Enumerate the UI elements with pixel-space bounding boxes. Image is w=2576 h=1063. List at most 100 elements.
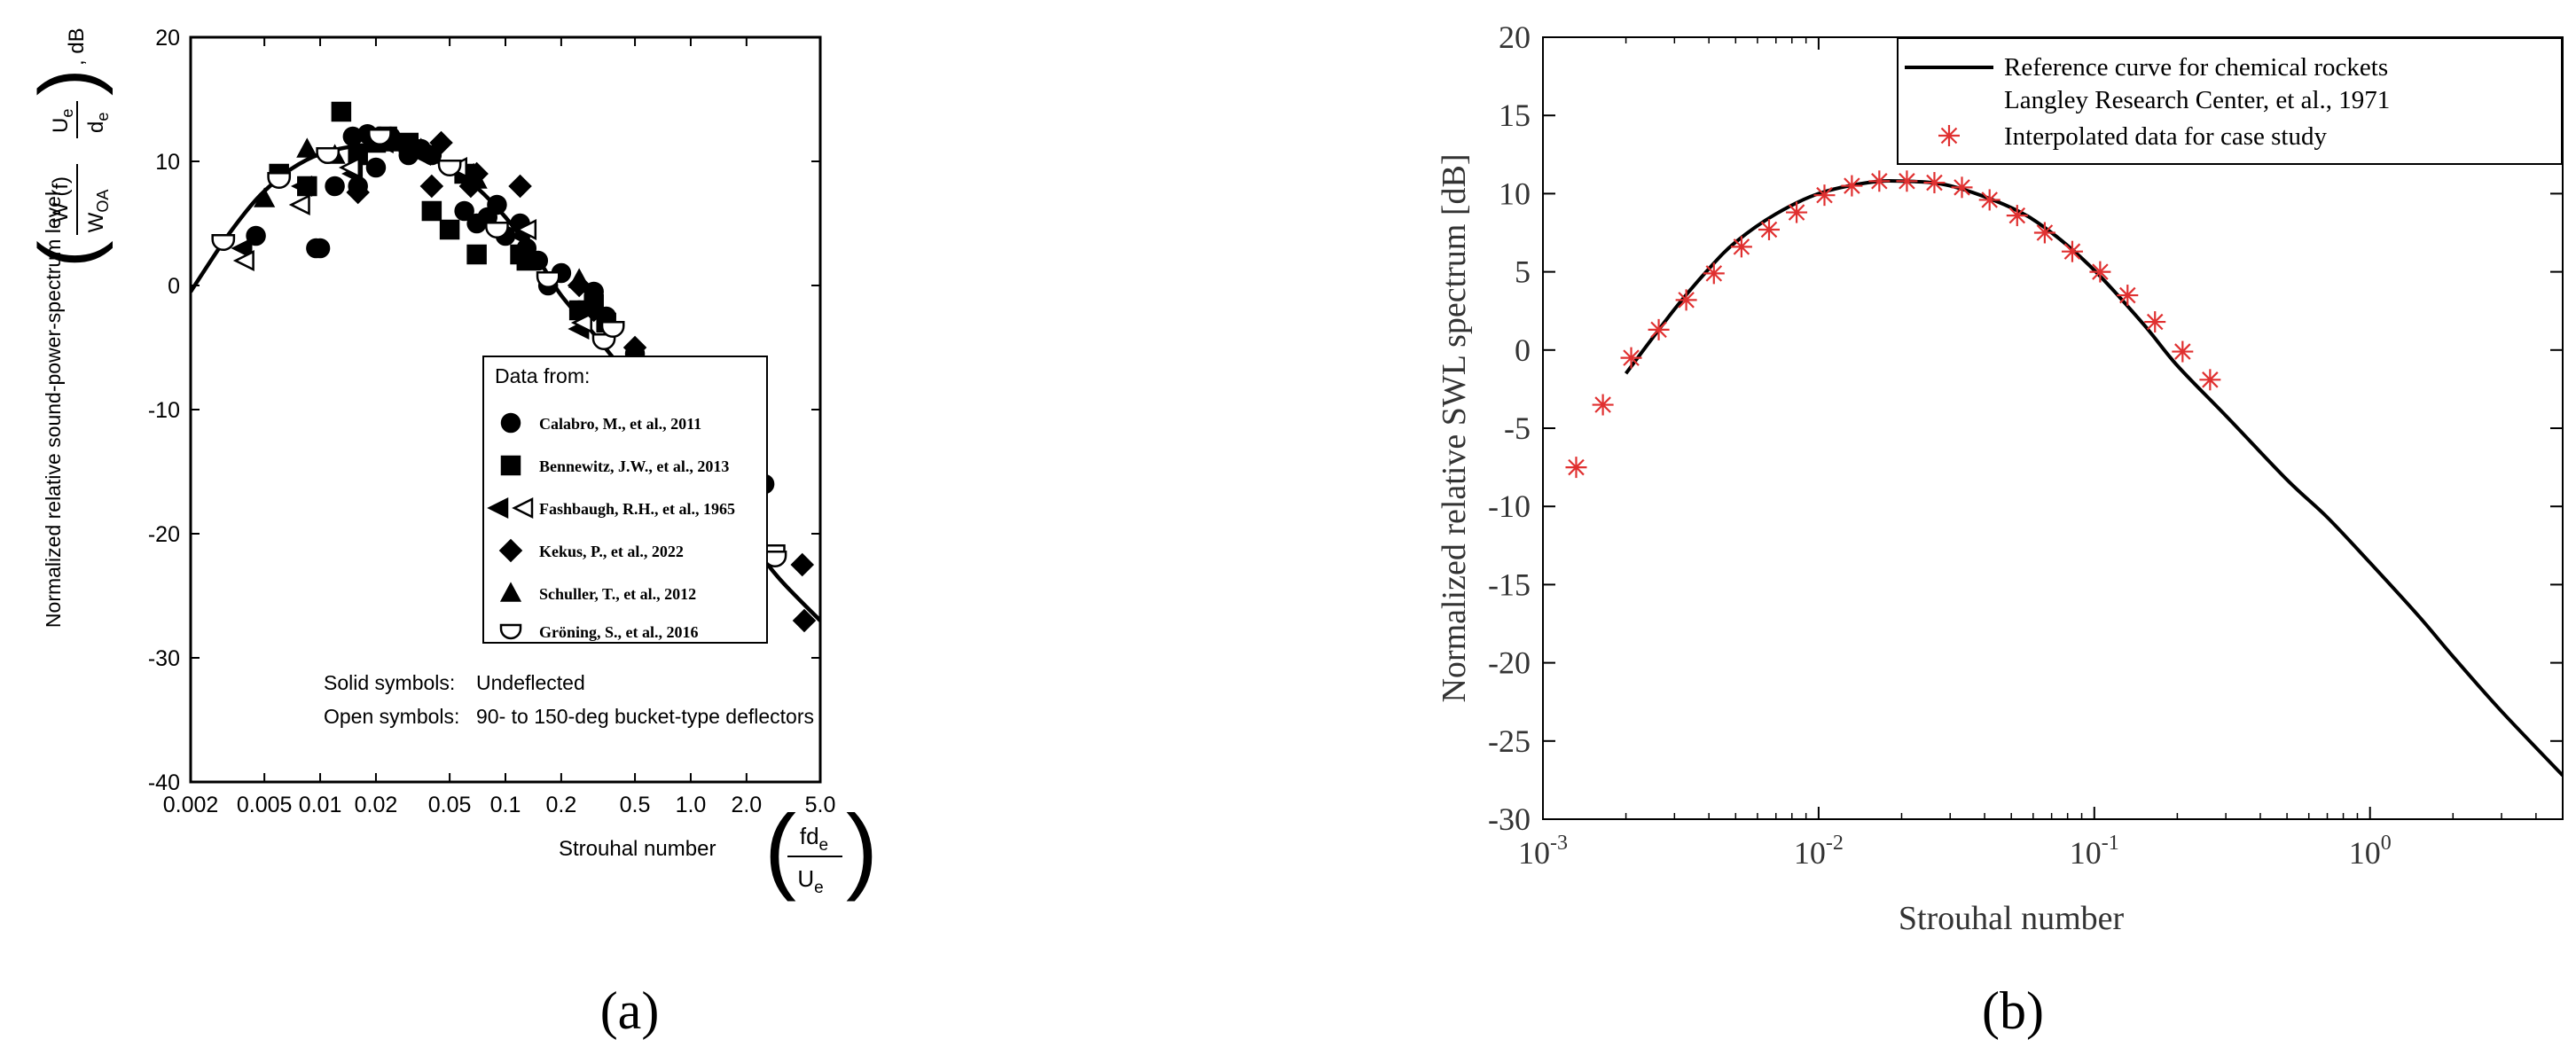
note-solid-label: Solid symbols: xyxy=(324,671,455,694)
chart-b-interp-point xyxy=(1923,172,1946,194)
xlabel-den: Ue xyxy=(797,865,823,897)
ylabel-f1-num: W (f) xyxy=(49,176,73,223)
chart-a: 0.002 0.005 0.01 0.02 0.05 0.1 0.2 0.5 1.0 2.0 5.0… xyxy=(23,26,878,1040)
chart-a-ytick-label: 0 xyxy=(168,274,180,299)
ylabel-paren-close: ) xyxy=(23,68,114,96)
chart-b-interp-point xyxy=(2117,285,2139,307)
chart-a-ytick-label: -10 xyxy=(148,398,180,423)
legend-interp-swatch xyxy=(1938,125,1960,146)
legend-interp-label: Interpolated data for case study xyxy=(2004,122,2327,151)
legend-marker-5 xyxy=(499,582,522,602)
chart-b-interp-point xyxy=(1675,289,1697,311)
legend-label-5: Schuller, T., et al., 2012 xyxy=(539,585,696,603)
chart-b-xlabel: Strouhal number xyxy=(1899,900,2125,937)
chart-a-point-s6 xyxy=(536,271,560,289)
chart-a-xlabel: Strouhal number xyxy=(559,837,716,861)
chart-b-ytick-label: 0 xyxy=(1515,332,1531,368)
chart-a-point-s0 xyxy=(454,200,474,222)
chart-b-interp-point xyxy=(1951,176,1973,199)
chart-a-point-s1 xyxy=(421,200,442,222)
chart-a-point-s6 xyxy=(368,129,392,146)
chart-a-point-s6 xyxy=(485,222,509,239)
chart-a-point-s0 xyxy=(309,238,331,259)
chart-b-interp-point xyxy=(1592,394,1614,416)
legend-label-4: Kekus, P., et al., 2022 xyxy=(539,543,684,560)
chart-a-ylabel-text: Normalized relative sound-power-spectrum… xyxy=(42,191,65,628)
legend-label-6: Gröning, S., et al., 2016 xyxy=(539,623,699,641)
chart-a-point-s6 xyxy=(600,321,625,339)
chart-a-ytick-label: -40 xyxy=(148,770,180,795)
chart-a-point-s3 xyxy=(515,218,537,241)
chart-a-xtick-label: 0.2 xyxy=(546,793,577,817)
chart-a-point-s4 xyxy=(419,174,444,199)
chart-a-point-s6 xyxy=(591,333,616,351)
chart-a-point-s6 xyxy=(267,172,292,190)
chart-a-point-s1 xyxy=(439,219,460,240)
chart-b-reference-curve xyxy=(1625,178,2563,777)
chart-b-interp-point xyxy=(1565,457,1587,479)
chart-b-interp-point xyxy=(1978,189,2001,211)
xlabel-paren-open: ( xyxy=(764,794,796,902)
chart-a-point-s4 xyxy=(429,130,453,155)
note-open-label: Open symbols: xyxy=(324,705,459,728)
chart-b-panel-label: (b) xyxy=(1982,981,2044,1040)
chart-b-points-layer xyxy=(1565,170,2221,479)
chart-b-ylabel: Normalized relative SWL spectrum [dB] xyxy=(1436,153,1473,702)
chart-a-point-s1 xyxy=(331,101,352,122)
chart-a-point-s1 xyxy=(466,244,487,265)
chart-b-ytick-label: 15 xyxy=(1499,98,1531,133)
chart-a-ticks: 0.002 0.005 0.01 0.02 0.05 0.1 0.2 0.5 1.0 2.0 5.0… xyxy=(148,26,836,817)
chart-a-xtick-label: 0.01 xyxy=(299,793,342,817)
chart-b-interp-point xyxy=(2006,205,2028,227)
chart-b: 10-3 10-2 10-1 100 20 15 10 5 0 -5 -10 -15 -20 -25 -30… xyxy=(1436,20,2564,1040)
chart-a-point-s0 xyxy=(365,157,387,178)
chart-a-point-s6 xyxy=(211,234,236,252)
chart-a-legend-items: Calabro, M., et al., 2011 Bennewitz, J.W.… xyxy=(487,412,735,641)
chart-a-ytick-label: -20 xyxy=(148,522,180,547)
legend-label-0: Calabro, M., et al., 2011 xyxy=(539,415,701,433)
chart-a-legend-title: Data from: xyxy=(495,364,590,387)
legend-marker-3 xyxy=(512,496,534,520)
chart-a-point-s4 xyxy=(790,552,815,577)
chart-a-xtick-label: 1.0 xyxy=(676,793,707,817)
chart-b-ytick-label: -25 xyxy=(1488,723,1531,759)
xlabel-num: fde xyxy=(800,823,828,855)
chart-a-point-s3 xyxy=(570,311,592,334)
legend-marker-1 xyxy=(500,455,521,476)
legend-marker-4 xyxy=(498,538,523,563)
chart-a-point-s4 xyxy=(792,608,817,633)
xlabel-paren-close: ) xyxy=(846,794,878,902)
chart-b-interp-point xyxy=(1841,175,1863,197)
chart-a-point-s3 xyxy=(338,156,361,179)
chart-b-ytick-label: -10 xyxy=(1488,489,1531,524)
chart-a-point-s3 xyxy=(232,249,254,272)
chart-b-ytick-label: 20 xyxy=(1499,20,1531,55)
chart-a-point-s2 xyxy=(231,237,253,260)
chart-b-interp-point xyxy=(1758,218,1780,240)
chart-b-interp-point xyxy=(1730,236,1752,258)
chart-a-xlabel-fraction: ( fde Ue ) xyxy=(764,794,878,902)
ylabel-f2-den: de xyxy=(84,113,112,133)
chart-b-interp-point xyxy=(1703,262,1725,285)
chart-a-panel-label: (a) xyxy=(600,981,660,1040)
chart-b-legend: Reference curve for chemical rockets Lan… xyxy=(1897,37,2563,165)
chart-a-point-s0 xyxy=(325,176,345,197)
chart-a-xtick-label: 0.002 xyxy=(163,793,219,817)
chart-a-point-s5 xyxy=(296,137,318,158)
chart-a-ytick-label: -30 xyxy=(148,646,180,671)
legend-label-1: Bennewitz, J.W., et al., 2013 xyxy=(539,457,729,475)
chart-b-ytick-label: -5 xyxy=(1504,410,1531,446)
chart-a-point-s2 xyxy=(291,175,313,198)
chart-a-xtick-label: 0.02 xyxy=(355,793,398,817)
chart-b-interp-point xyxy=(1896,170,1918,192)
chart-b-interp-point xyxy=(1648,318,1670,340)
chart-b-ytick-label: -30 xyxy=(1488,801,1531,837)
note-solid-value: Undeflected xyxy=(476,671,585,694)
chart-b-xtick-label: 100 xyxy=(2349,832,2392,871)
chart-a-point-s5 xyxy=(254,187,276,207)
chart-a-point-s5 xyxy=(577,293,599,313)
chart-b-interp-point xyxy=(2089,261,2111,283)
chart-b-interp-point xyxy=(1786,201,1808,223)
legend-marker-2 xyxy=(487,496,509,520)
chart-a-point-s4 xyxy=(508,174,532,199)
